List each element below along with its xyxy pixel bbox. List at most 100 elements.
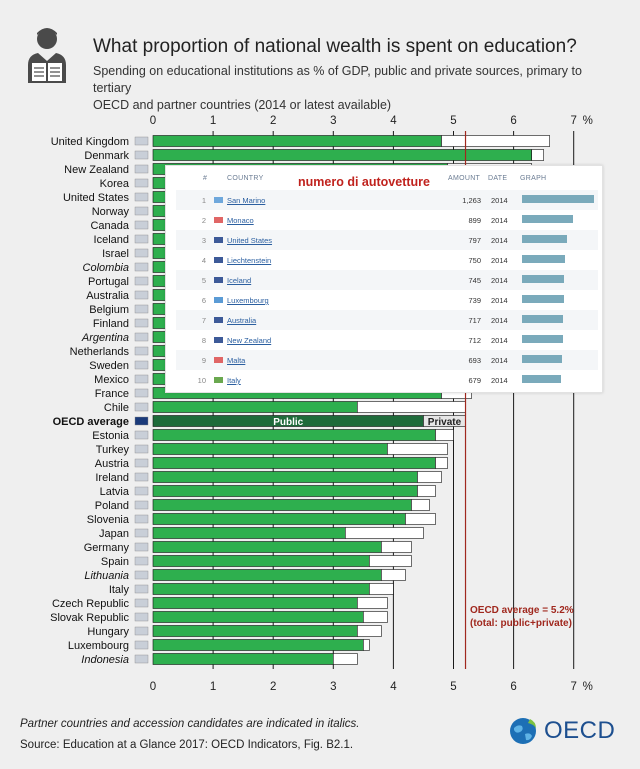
x-tick-label-bottom: 1 [210,681,216,693]
overlay-rank: 8 [201,336,206,345]
country-label: Ireland [95,472,129,484]
overlay-rank: 1 [201,196,206,205]
x-tick-label-top: 2 [270,115,276,127]
overlay-country-link[interactable]: Australia [227,316,257,325]
overlay-title-line-1: numero di autovetture [298,175,430,189]
country-flag-icon [134,500,149,510]
bar-private [345,527,424,539]
overlay-row: 1 San Marino 1,263 2014 [176,190,598,210]
overlay-flag-icon [214,197,223,203]
country-flag-icon [134,584,149,594]
bar-private [369,583,394,595]
country-flag-icon [134,402,149,412]
overlay-country-link[interactable]: Luxembourg [227,296,269,305]
x-tick-label-bottom: 7 [570,681,576,693]
bar-public [152,485,418,497]
overlay-country-link[interactable]: San Marino [227,196,266,205]
country-flag-icon [134,556,149,566]
overlay-row: 6 Luxembourg 739 2014 [176,290,598,310]
overlay-country-link[interactable]: Italy [227,376,241,385]
country-flag-icon [134,388,149,398]
overlay-rank: 10 [197,376,206,385]
overlay-country-link[interactable]: Iceland [227,276,252,285]
bar-private [357,401,466,413]
country-label: Chile [104,402,129,414]
overlay-date: 2014 [491,316,508,325]
country-flag-icon [134,178,149,188]
overlay-graph-bar [522,195,594,203]
overlay-amount: 750 [468,256,481,265]
overlay-flag-icon [214,217,223,223]
oecd-private-label: Private [428,417,462,428]
overlay-graph-bar [522,235,568,243]
overlay-row: 8 New Zealand 712 2014 [176,330,598,350]
country-label: Latvia [100,486,130,498]
overlay-row: 7 Australia 717 2014 [176,310,598,330]
bar-public [152,527,346,539]
bar-private [435,457,448,469]
overlay-country-link[interactable]: Liechtenstein [227,256,272,265]
bar-public [152,443,388,455]
country-flag-icon [134,542,149,552]
overlay-flag-icon [214,257,223,263]
overlay-row: 2 Monaco 899 2014 [176,210,598,230]
x-tick-label-top: 1 [210,115,216,127]
bar-private [357,597,388,609]
country-label: Sweden [89,360,129,372]
x-unit-label-top: % [583,115,593,127]
overlay-date: 2014 [491,376,508,385]
bar-public [152,639,364,651]
overlay-date: 2014 [491,356,508,365]
overlay-date: 2014 [491,296,508,305]
overlay-amount: 712 [468,336,481,345]
country-label: Lithuania [84,570,129,582]
overlay-table: # COUNTRY numero di autovetture procapit… [165,165,603,393]
bar-public [152,541,382,553]
country-label: Australia [86,290,130,302]
bar-private [381,541,412,553]
country-flag-icon [134,444,149,454]
bar-public [152,471,418,483]
country-flag-icon [134,234,149,244]
country-label: United Kingdom [51,136,129,148]
overlay-date: 2014 [491,276,508,285]
country-label: Korea [100,178,130,190]
country-flag-icon [134,430,149,440]
overlay-graph-bar [522,215,574,223]
country-label: Turkey [96,444,130,456]
country-label: Slovenia [87,514,130,526]
globe-icon [510,718,536,744]
overlay-graph-bar [522,255,565,263]
x-tick-label-top: 3 [330,115,336,127]
oecd-average-annotation-1: OECD average = 5.2% [470,605,574,616]
overlay-graph-bar [522,375,561,383]
x-tick-label-bottom: 4 [390,681,397,693]
country-label: Canada [90,220,129,232]
country-label: Slovak Republic [50,612,129,624]
country-flag-icon [134,374,149,384]
overlay-rank: 4 [201,256,206,265]
bar-public [152,135,442,147]
country-label: Iceland [94,234,129,246]
country-flag-icon [134,416,149,426]
oecd-average-annotation-2: (total: public+private) [470,618,572,629]
bar-public [152,401,358,413]
bar-private [441,135,550,147]
col-header-country: COUNTRY [227,175,264,182]
chart-subtitle: Spending on educational institutions as … [93,63,613,114]
bar-public [152,149,532,161]
overlay-country-link[interactable]: United States [227,236,273,245]
x-tick-label-top: 7 [570,115,576,127]
overlay-country-link[interactable]: New Zealand [227,336,272,345]
bar-public [152,597,358,609]
country-flag-icon [134,514,149,524]
footnote-source: Source: Education at a Glance 2017: OECD… [20,739,354,751]
overlay-rank: 2 [201,216,206,225]
overlay-country-link[interactable]: Monaco [227,216,254,225]
country-label: United States [63,192,130,204]
overlay-country-link[interactable]: Malta [227,356,246,365]
overlay-flag-icon [214,337,223,343]
oecd-logo-text: OECD [544,717,616,744]
country-flag-icon [134,164,149,174]
overlay-amount: 899 [468,216,481,225]
